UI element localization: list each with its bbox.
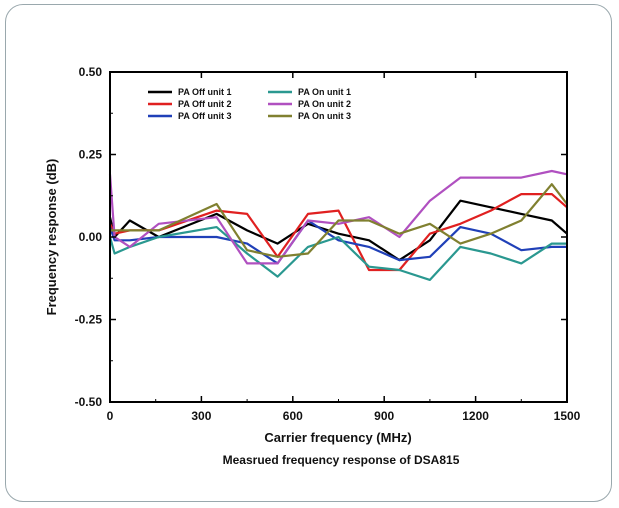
chart-caption: Measrued frequency response of DSA815 — [223, 453, 460, 467]
y-tick-label: -0.50 — [75, 395, 103, 409]
x-tick-label: 600 — [283, 409, 303, 423]
x-tick-label: 0 — [107, 409, 114, 423]
plot-area — [108, 169, 568, 281]
series-line-6 — [110, 183, 568, 258]
legend-label: PA On unit 1 — [298, 87, 351, 97]
legend-label: PA On unit 2 — [298, 99, 351, 109]
legend-label: PA Off unit 1 — [178, 87, 232, 97]
legend-label: PA On unit 3 — [298, 111, 351, 121]
y-axis-title: Frequency response (dB) — [44, 159, 59, 316]
x-tick-label: 900 — [374, 409, 394, 423]
legend: PA Off unit 1 PA Off unit 2 PA Off unit 3 P… — [148, 87, 351, 121]
series-line-2 — [109, 193, 568, 272]
y-tick-label: 0.25 — [79, 148, 103, 162]
y-tick-label: 0.00 — [79, 230, 103, 244]
y-tick-label: -0.25 — [75, 313, 103, 327]
legend-label: PA Off unit 2 — [178, 99, 232, 109]
series-line-3 — [108, 219, 567, 265]
axes: 0 300 600 900 1200 1500 0.50 0.25 0.00 -0.25 -0.50 — [75, 65, 581, 423]
y-tick-label: 0.50 — [79, 65, 103, 79]
legend-label: PA Off unit 3 — [178, 111, 232, 121]
series-line-4 — [108, 226, 567, 281]
series-line-5 — [108, 169, 568, 265]
x-tick-label: 1200 — [462, 409, 489, 423]
x-tick-label: 300 — [191, 409, 211, 423]
x-axis-title: Carrier frequency (MHz) — [264, 430, 411, 445]
x-tick-label: 1500 — [554, 409, 581, 423]
